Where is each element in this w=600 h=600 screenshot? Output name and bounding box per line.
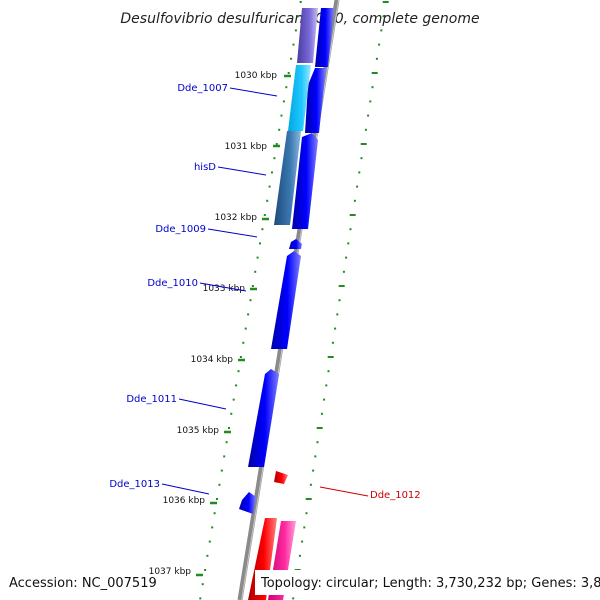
gene-label-dde-1012[interactable]: Dde_1012 (370, 490, 421, 501)
gene-label-dde-1010[interactable]: Dde_1010 (147, 278, 198, 289)
gene-feature-dde-1012[interactable] (274, 471, 288, 484)
gene-labels: Dde_1007 hisD Dde_1009 Dde_1010 Dde_1011… (109, 83, 420, 501)
gene-feature-dde-1007-fwd[interactable] (305, 68, 326, 133)
tick-label: 1034 kbp (191, 355, 234, 365)
gene-leader-lines (161, 87, 369, 497)
gene-label-hisd[interactable]: hisD (194, 162, 216, 173)
gene-feature-dde-1011[interactable] (248, 369, 279, 467)
tick-label: 1035 kbp (177, 426, 220, 436)
gene-feature-dde-1010[interactable] (271, 251, 301, 349)
tick-label: 1033 kbp (203, 284, 246, 294)
accession-text: Accession: NC_007519 (9, 576, 157, 591)
gene-label-dde-1009[interactable]: Dde_1009 (155, 224, 206, 235)
gene-feature-dde-1009[interactable] (289, 239, 302, 249)
gene-feature-dde-1013[interactable] (239, 492, 256, 514)
gene-label-dde-1007[interactable]: Dde_1007 (177, 83, 228, 94)
gene-feature-top-right[interactable] (315, 8, 334, 67)
gene-feature-hisd-fwd[interactable] (292, 133, 318, 229)
tick-labels: 1030 kbp 1031 kbp 1032 kbp 1033 kbp 1034… (149, 71, 278, 577)
gene-label-dde-1011[interactable]: Dde_1011 (126, 394, 177, 405)
tick-label: 1032 kbp (215, 213, 258, 223)
topology-text: Topology: circular; Length: 3,730,232 bp… (260, 576, 600, 591)
gene-block-steel[interactable] (274, 131, 301, 225)
gene-block-cyan[interactable] (288, 65, 311, 131)
genome-title: Desulfovibrio desulfuricans G20, complet… (120, 11, 479, 27)
tick-label: 1036 kbp (163, 496, 206, 506)
major-tick-marks (196, 74, 291, 577)
inner-tick-ring (199, 1, 302, 600)
gene-label-dde-1013[interactable]: Dde_1013 (109, 479, 160, 490)
tick-label: 1031 kbp (225, 142, 268, 152)
gene-block-purple[interactable] (297, 8, 318, 63)
tick-label: 1037 kbp (149, 567, 192, 577)
footer-topology-bg (255, 570, 600, 595)
tick-label: 1030 kbp (235, 71, 278, 81)
